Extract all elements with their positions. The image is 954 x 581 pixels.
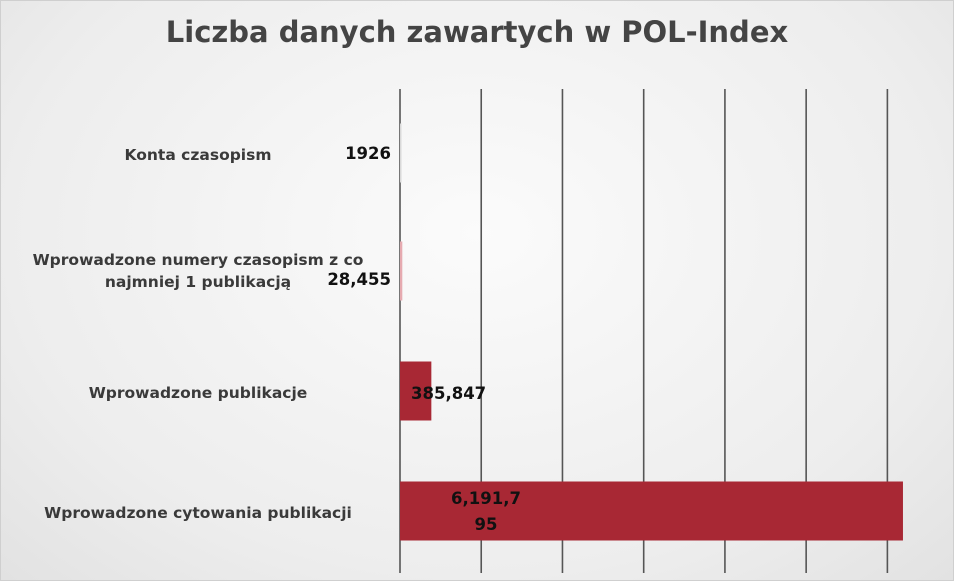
category-label: Wprowadzone numery czasopism z co najmni… bbox=[32, 251, 364, 291]
value-label: 1926 bbox=[345, 144, 391, 163]
bar bbox=[400, 361, 432, 421]
bar bbox=[400, 481, 903, 541]
value-label: 385,847 bbox=[411, 384, 487, 403]
value-label: 28,455 bbox=[327, 270, 391, 289]
category-label: Wprowadzone cytowania publikacji bbox=[44, 504, 352, 522]
category-label: Wprowadzone publikacje bbox=[88, 384, 308, 402]
category-label: Konta czasopism bbox=[124, 146, 272, 164]
value-label: 6,191,795 bbox=[451, 489, 521, 534]
bar bbox=[400, 123, 402, 183]
chart-title: Liczba danych zawartych w POL-Index bbox=[165, 15, 789, 49]
bar bbox=[400, 241, 403, 301]
